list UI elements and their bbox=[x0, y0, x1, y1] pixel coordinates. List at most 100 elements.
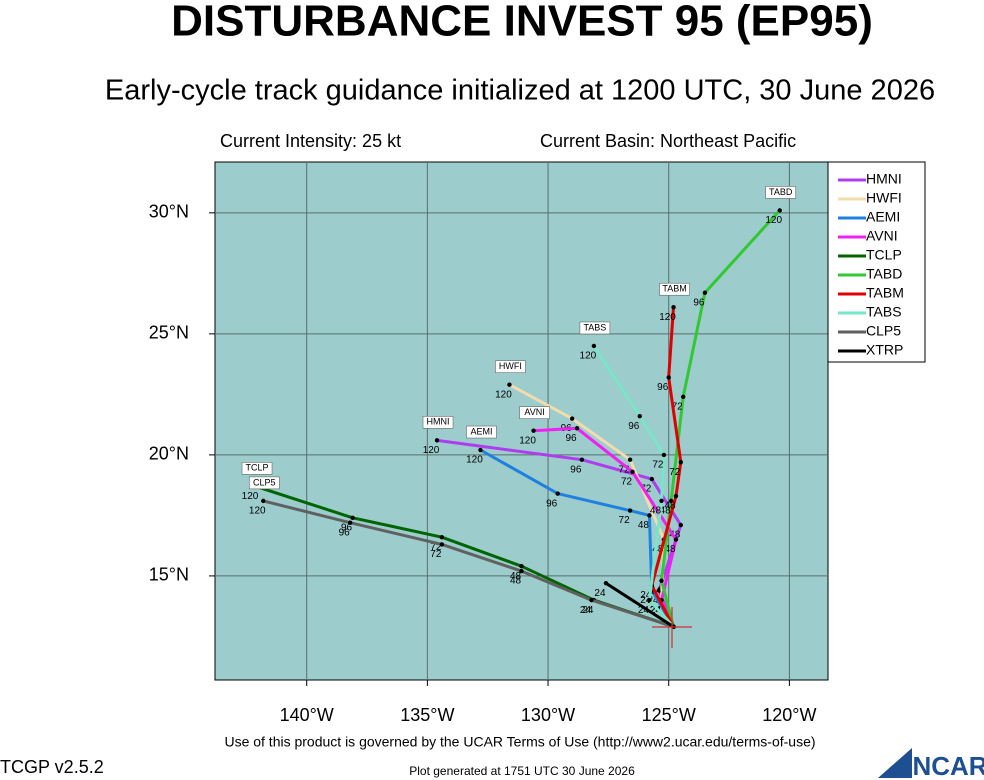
hour-label: 72 bbox=[619, 515, 631, 526]
hour-label: 24 bbox=[648, 595, 660, 606]
version: TCGP v2.5.2 bbox=[0, 757, 104, 777]
track-point bbox=[531, 428, 536, 433]
track-tag-box bbox=[765, 186, 797, 199]
intensity: Current Intensity: 25 kt bbox=[220, 131, 401, 151]
hour-label: 72 bbox=[430, 542, 442, 553]
track-point bbox=[347, 520, 353, 525]
hour-label: 72 bbox=[672, 401, 684, 412]
track-tag-box bbox=[519, 406, 550, 419]
track-line bbox=[262, 499, 674, 629]
generated: Plot generated at 1751 UTC 30 June 2026 bbox=[409, 764, 635, 778]
legend-label: TCLP bbox=[866, 247, 902, 263]
track-point bbox=[673, 493, 679, 499]
hour-label: 120 bbox=[519, 435, 536, 446]
legend-label: HMNI bbox=[866, 171, 902, 187]
hour-label: 96 bbox=[693, 297, 705, 308]
hour-label: 120 bbox=[466, 455, 483, 466]
y-tick-label: 20°N bbox=[149, 444, 189, 464]
hour-label: 24 bbox=[580, 605, 592, 616]
hour-label: 120 bbox=[659, 312, 676, 323]
hour-label: 48 bbox=[638, 520, 650, 531]
hour-label: 48 bbox=[510, 571, 522, 582]
track-point bbox=[627, 508, 633, 513]
legend-label: TABS bbox=[866, 304, 902, 320]
hour-label: 96 bbox=[628, 421, 640, 432]
legend bbox=[827, 161, 926, 363]
hour-label: 120 bbox=[765, 215, 782, 226]
hour-label: 24 bbox=[582, 605, 594, 616]
legend-label: TABM bbox=[866, 285, 904, 301]
hour-label: 48 bbox=[652, 544, 664, 555]
track-line bbox=[605, 581, 675, 628]
track-line bbox=[650, 307, 683, 628]
legend-label: HWFI bbox=[866, 190, 902, 206]
track-tag-box bbox=[495, 360, 526, 373]
legend-label: AVNI bbox=[866, 228, 898, 244]
track-tag-box bbox=[422, 416, 454, 429]
hour-label: 120 bbox=[249, 506, 266, 517]
y-tick-label: 25°N bbox=[149, 323, 189, 343]
track-point bbox=[659, 498, 664, 504]
chart-subtitle: Early-cycle track guidance initialized a… bbox=[105, 75, 935, 107]
plot-area bbox=[214, 161, 829, 681]
chart-title: DISTURBANCE INVEST 95 (EP95) bbox=[171, 0, 873, 46]
hour-label: 96 bbox=[546, 498, 558, 509]
hour-label: 72 bbox=[621, 476, 633, 487]
hour-label: 24 bbox=[640, 595, 652, 606]
track-point bbox=[519, 568, 524, 574]
hour-label: 120 bbox=[423, 445, 440, 456]
track-point bbox=[702, 290, 708, 295]
track-point bbox=[569, 416, 575, 421]
track-tag: AVNI bbox=[524, 407, 544, 417]
track-point bbox=[434, 438, 440, 443]
track-line bbox=[592, 345, 675, 628]
hour-label: 72 bbox=[669, 467, 681, 478]
track-point bbox=[519, 564, 524, 569]
track-point bbox=[659, 578, 664, 583]
track-point bbox=[630, 469, 635, 475]
y-tick-label: 15°N bbox=[149, 565, 189, 585]
legend-label: XTRP bbox=[866, 342, 903, 358]
track-tag-box bbox=[248, 476, 280, 490]
logo-mark bbox=[878, 748, 912, 778]
terms: Use of this product is governed by the U… bbox=[224, 734, 815, 750]
track-point bbox=[478, 447, 483, 453]
y-tick-label: 30°N bbox=[149, 202, 189, 222]
hour-label: 96 bbox=[657, 382, 669, 393]
track-point bbox=[637, 413, 642, 419]
track-point bbox=[589, 597, 594, 603]
track-line bbox=[660, 209, 781, 628]
hour-label: 96 bbox=[341, 522, 353, 533]
hour-label: 72 bbox=[652, 460, 664, 471]
track-point bbox=[678, 522, 683, 528]
track-tag-box bbox=[241, 462, 273, 475]
legend-label: CLP5 bbox=[866, 323, 901, 339]
hour-label: 48 bbox=[669, 530, 681, 541]
track-tag: TABD bbox=[769, 187, 793, 197]
x-tick-label: 120°W bbox=[762, 705, 816, 725]
track-tag-box bbox=[659, 282, 690, 296]
hour-label: 48 bbox=[510, 576, 522, 587]
hour-label: 48 bbox=[650, 506, 662, 517]
hour-label: 48 bbox=[664, 501, 676, 512]
track-point bbox=[678, 459, 683, 465]
track-tag-box bbox=[466, 425, 497, 439]
track-point bbox=[439, 542, 445, 547]
track-line bbox=[479, 448, 675, 628]
track-point bbox=[656, 588, 662, 593]
track-tag-box bbox=[579, 321, 611, 335]
track-point bbox=[671, 305, 676, 310]
hour-label: 72 bbox=[619, 464, 631, 475]
x-tick-label: 130°W bbox=[521, 705, 575, 725]
hour-label: 120 bbox=[242, 491, 259, 502]
track-tag: AEMI bbox=[470, 426, 492, 436]
hour-label: 120 bbox=[580, 351, 597, 362]
legend-label: TABD bbox=[866, 266, 902, 282]
track-tag: CLP5 bbox=[253, 477, 276, 487]
track-tag: HMNI bbox=[427, 417, 450, 427]
hour-label: 24 bbox=[640, 590, 652, 601]
track-point bbox=[603, 580, 609, 586]
track-line bbox=[533, 426, 678, 628]
x-tick-label: 125°W bbox=[642, 705, 696, 725]
track-point bbox=[649, 476, 655, 482]
